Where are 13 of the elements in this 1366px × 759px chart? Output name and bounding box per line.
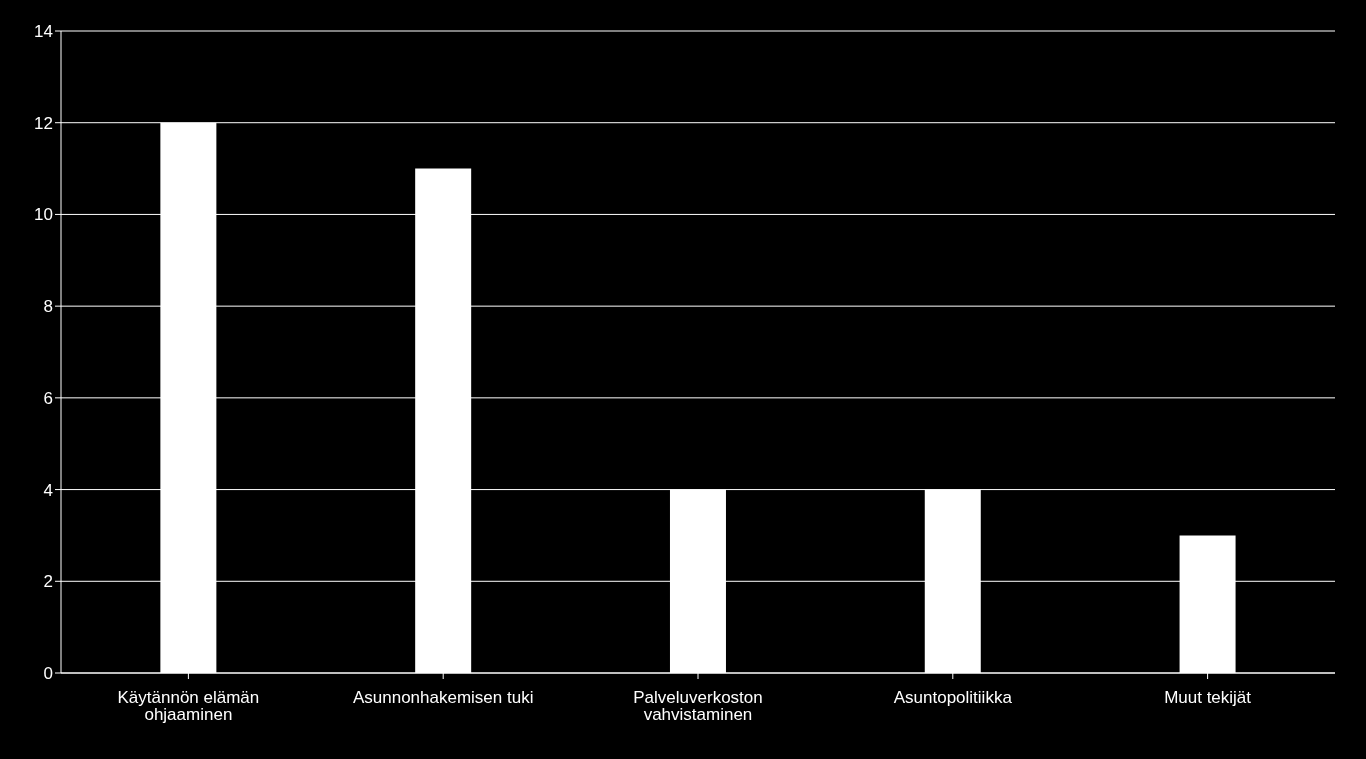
y-tick-label: 4 bbox=[43, 480, 53, 500]
y-tick-label: 14 bbox=[34, 22, 53, 42]
x-tick-label: Asunnonhakemisen tuki bbox=[352, 688, 534, 708]
x-tick-label: Palveluverkoston vahvistaminen bbox=[633, 688, 763, 725]
y-tick-label: 2 bbox=[43, 572, 53, 592]
y-tick-label: 6 bbox=[43, 388, 53, 408]
y-tick-label: 12 bbox=[34, 113, 53, 133]
y-tick-label: 8 bbox=[43, 297, 53, 317]
x-tick-label: Asuntopolitiikka bbox=[893, 688, 1013, 708]
x-tick-label: Muut tekijät bbox=[1164, 688, 1252, 708]
x-tick-label: Käytännön elämän ohjaaminen bbox=[117, 688, 260, 725]
y-tick-label: 0 bbox=[43, 664, 53, 684]
y-tick-label: 10 bbox=[34, 205, 53, 225]
